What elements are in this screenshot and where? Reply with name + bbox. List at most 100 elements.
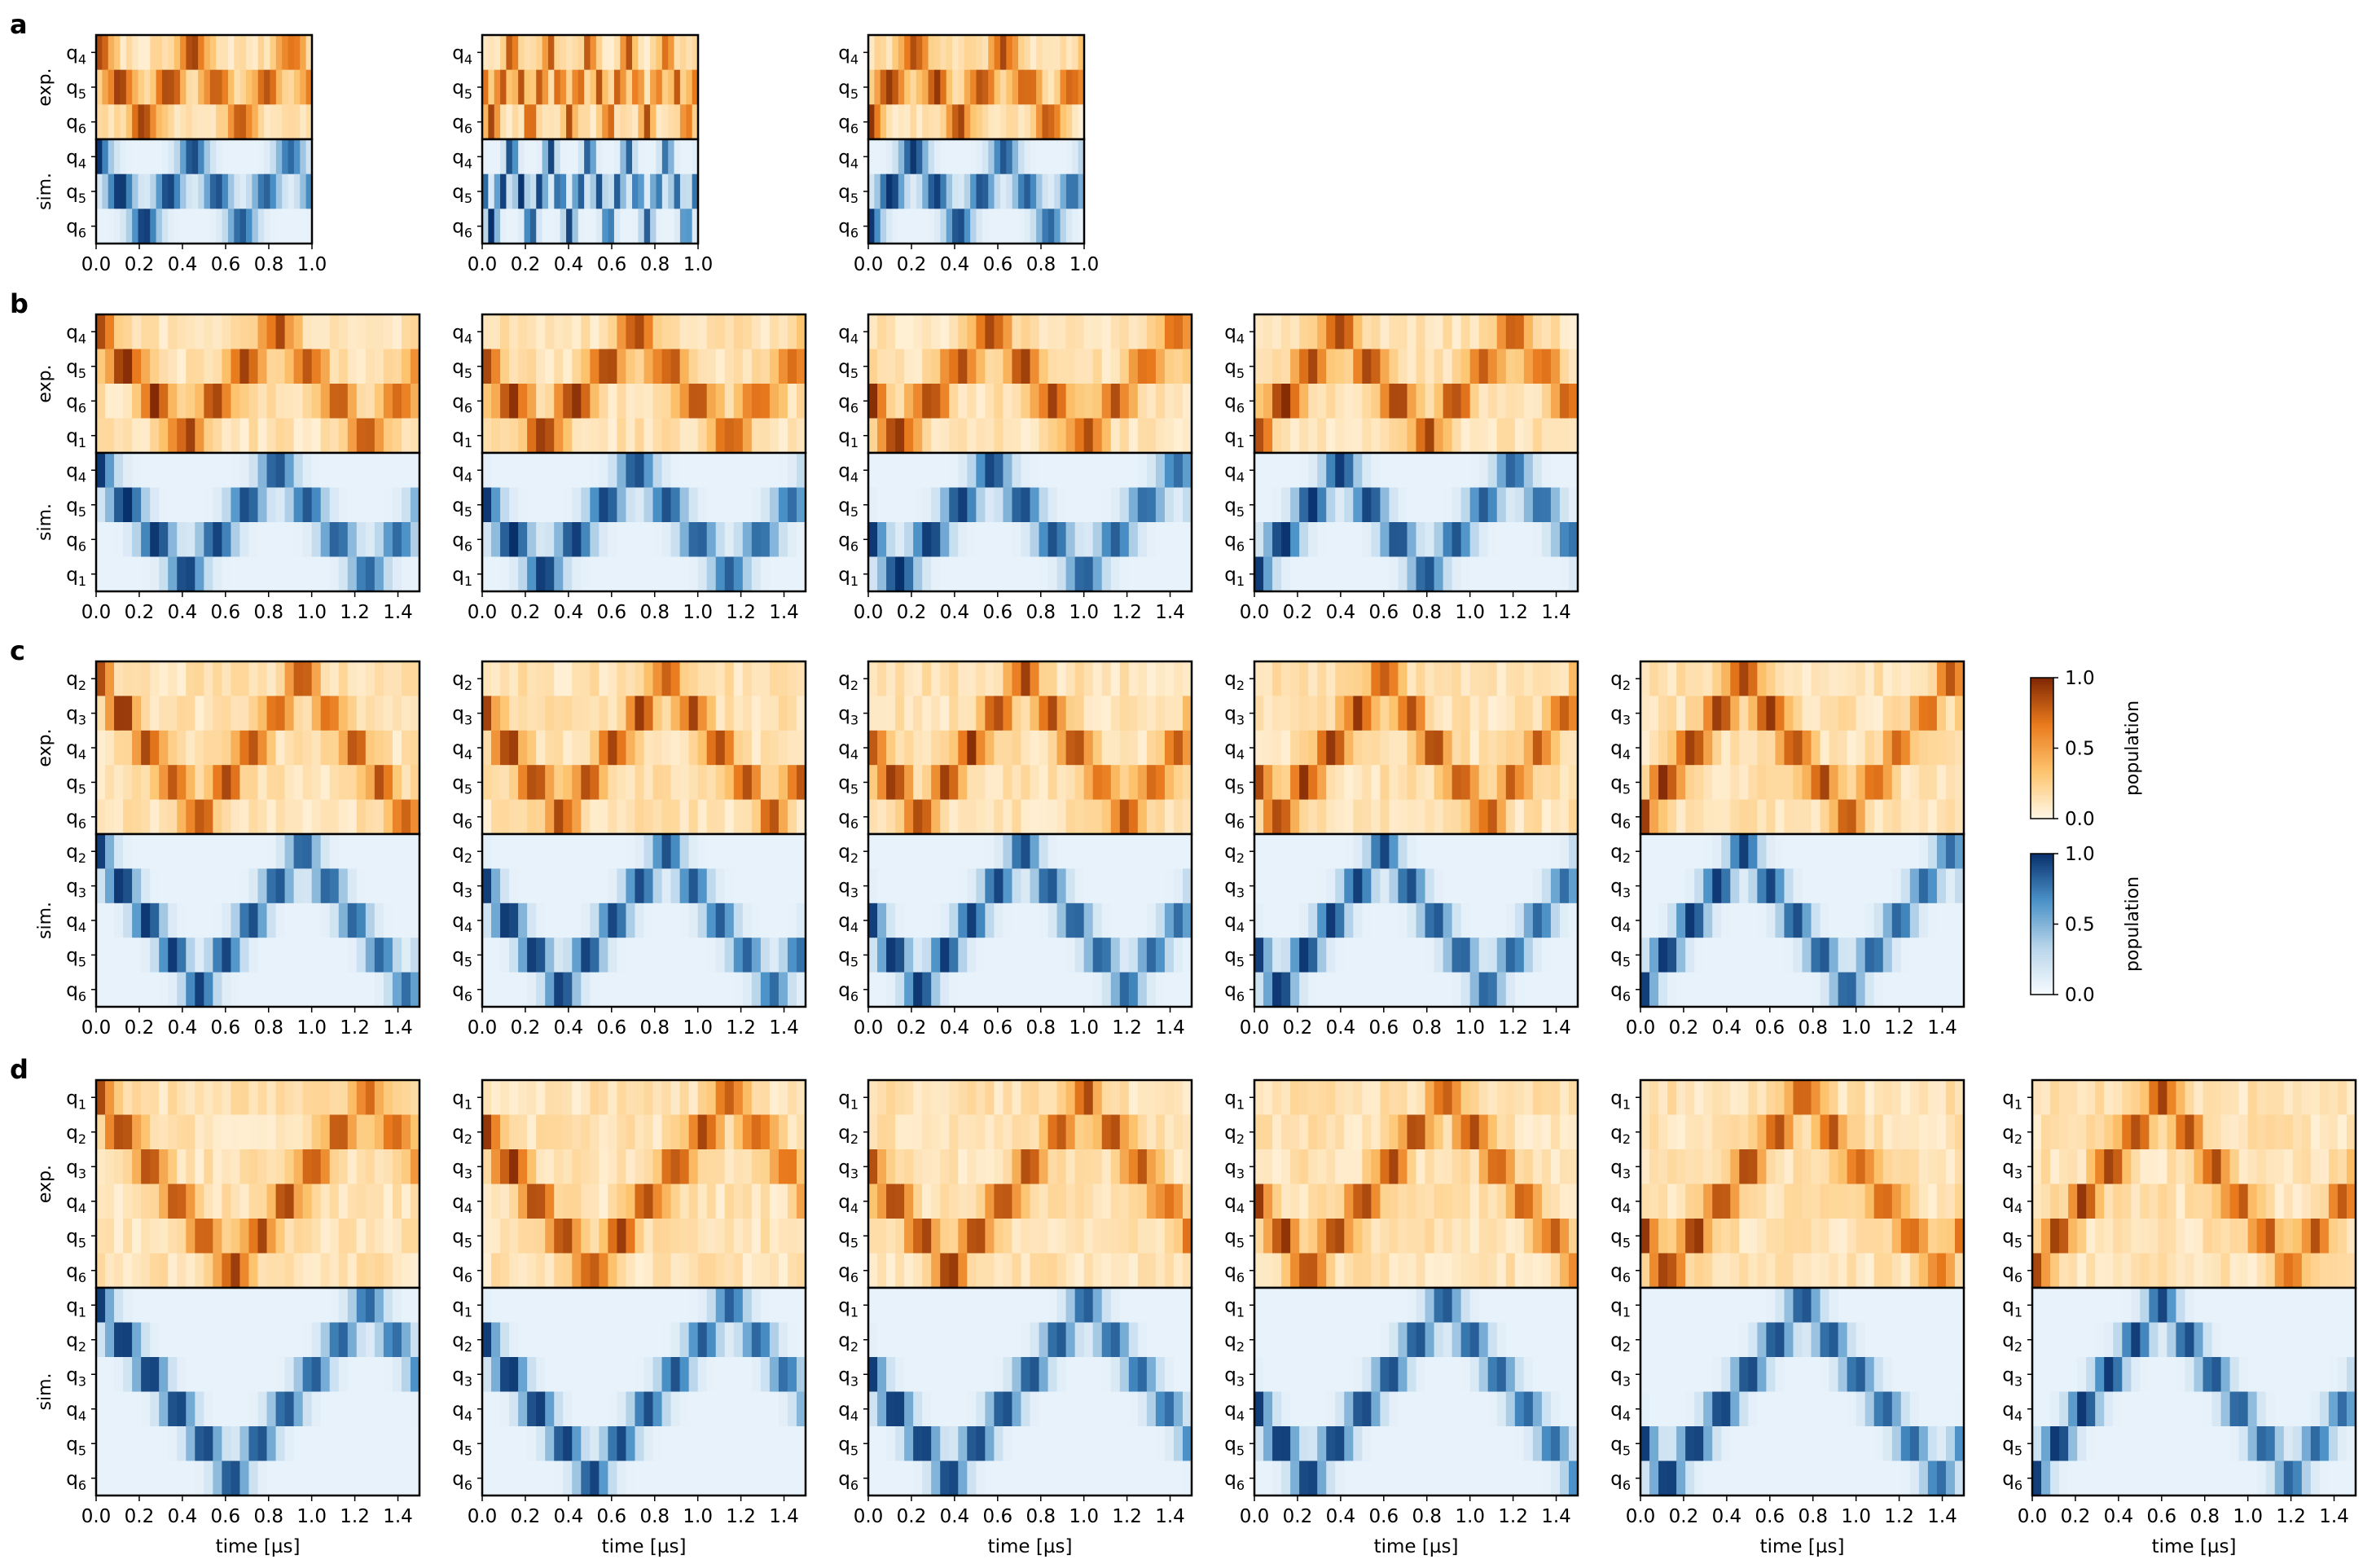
heatmap-cell (886, 522, 896, 557)
heatmap-cell (138, 104, 145, 140)
heatmap-cell (536, 35, 543, 71)
heatmap-cell (195, 314, 204, 349)
heatmap-cell (1748, 834, 1758, 869)
heatmap-cell (1416, 522, 1426, 557)
heatmap-cell (1182, 522, 1192, 557)
heatmap-cell (1182, 384, 1192, 419)
heatmap-cell (626, 1288, 636, 1323)
heatmap-cell (554, 1426, 564, 1461)
heatmap-cell (1101, 487, 1112, 523)
heatmap-cell (581, 1391, 591, 1427)
heatmap-cell (590, 1184, 599, 1219)
heatmap-cell (491, 384, 501, 419)
heatmap-cell (204, 104, 211, 140)
heatmap-cell (1487, 384, 1498, 419)
heatmap-cell (222, 1080, 232, 1115)
heatmap-cell (347, 903, 358, 938)
heatmap-cell (994, 799, 1004, 835)
exp-group-label: exp. (35, 728, 55, 766)
heatmap-cell (898, 69, 905, 105)
qubit-label: q6 (838, 112, 859, 137)
heatmap-cell (635, 522, 645, 557)
heatmap-cell (1658, 868, 1668, 904)
heatmap-cell (1263, 696, 1273, 731)
heatmap-cell (1640, 661, 1650, 696)
heatmap-cell (751, 1426, 762, 1461)
heatmap-cell (257, 765, 268, 800)
heatmap-cell (1425, 418, 1435, 454)
heatmap-cell (599, 1322, 608, 1358)
heatmap-cell (1173, 522, 1184, 557)
heatmap-cell (293, 799, 304, 835)
heatmap-cell (1110, 384, 1121, 419)
heatmap-cell (275, 69, 283, 105)
heatmap-cell (1083, 487, 1094, 523)
heatmap-cell (1640, 903, 1650, 938)
heatmap-cell (715, 384, 726, 419)
heatmap-cell (1757, 799, 1767, 835)
sim-frame (94, 1286, 421, 1497)
heatmap-cell (1317, 799, 1327, 835)
heatmap-cell (886, 903, 896, 938)
heatmap-cell (715, 1460, 726, 1496)
heatmap-cell (697, 522, 708, 557)
heatmap-cell (96, 453, 106, 488)
heatmap-cell (1173, 730, 1184, 766)
heatmap-cell (1685, 834, 1695, 869)
heatmap-cell (760, 1322, 771, 1358)
heatmap-cell (1164, 453, 1175, 488)
heatmap-cell (581, 938, 591, 973)
heatmap-cell (967, 696, 977, 731)
heatmap-cell (967, 384, 977, 419)
heatmap-cell (715, 1184, 726, 1219)
heatmap-cell (913, 487, 923, 523)
heatmap-cell (1092, 556, 1103, 592)
heatmap-cell (1101, 556, 1112, 592)
heatmap-cell (1694, 799, 1704, 835)
heatmap-cell (692, 104, 699, 140)
heatmap-cell (715, 1114, 726, 1150)
heatmap-cell (302, 730, 313, 766)
sim-frame (481, 451, 807, 593)
heatmap-cell (688, 522, 699, 557)
heatmap-cell (706, 696, 717, 731)
heatmap-cell (248, 1357, 259, 1392)
heatmap-cell (988, 104, 995, 140)
heatmap-cell (922, 556, 932, 592)
heatmap-cell (599, 661, 608, 696)
heatmap-cell (910, 173, 917, 209)
heatmap-cell (590, 1080, 599, 1115)
heatmap-cell (715, 1391, 726, 1427)
heatmap-cell (760, 314, 771, 349)
heatmap-cell (949, 696, 959, 731)
heatmap-cell (509, 1184, 519, 1219)
heatmap-cell (545, 453, 555, 488)
heatmap-cell (1694, 730, 1704, 766)
heatmap-cell (554, 522, 564, 557)
heatmap-cell (320, 661, 331, 696)
heatmap-cell (401, 522, 411, 557)
heatmap-cell (652, 314, 663, 349)
heatmap-cell (1407, 938, 1417, 973)
heatmap-cell (302, 453, 313, 488)
heatmap-cell (509, 730, 519, 766)
heatmap-cell (143, 139, 151, 175)
heatmap-cell (482, 1460, 492, 1496)
heatmap-cell (590, 1460, 599, 1496)
heatmap-cell (123, 868, 133, 904)
qubit-label: q6 (838, 980, 859, 1004)
heatmap-cell (168, 453, 178, 488)
heatmap-cell (191, 35, 199, 71)
heatmap-cell (572, 730, 582, 766)
heatmap-cell (320, 834, 331, 869)
heatmap-cell (898, 173, 905, 209)
heatmap-cell (401, 384, 411, 419)
qubit-label: q3 (66, 704, 86, 728)
heatmap-cell (686, 173, 693, 209)
heatmap-cell (643, 799, 654, 835)
heatmap-cell (1452, 522, 1462, 557)
heatmap-cell (1649, 696, 1659, 731)
heatmap-cell (527, 834, 537, 869)
heatmap-cell (1954, 834, 1965, 869)
heatmap-cell (1945, 799, 1956, 835)
